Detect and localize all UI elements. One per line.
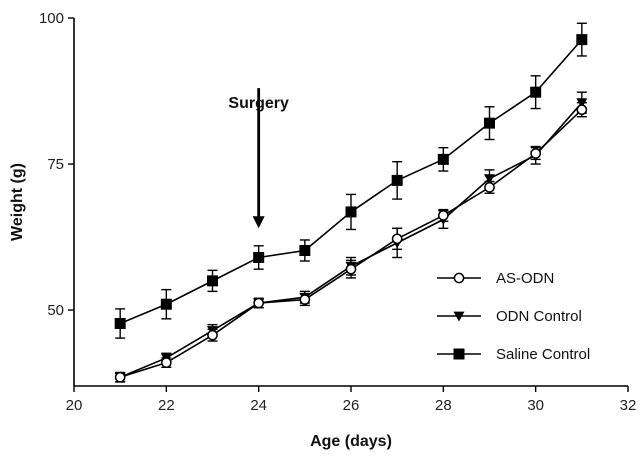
data-point xyxy=(207,329,218,341)
x-tick-label: 26 xyxy=(343,397,360,414)
legend-label: Saline Control xyxy=(496,346,590,363)
data-point xyxy=(160,357,172,368)
series-saline-control xyxy=(114,22,588,339)
x-axis-title: Age (days) xyxy=(310,433,392,450)
data-point xyxy=(484,117,495,129)
legend-marker xyxy=(453,272,465,284)
data-point xyxy=(253,251,265,263)
series-line xyxy=(119,109,583,379)
data-point xyxy=(160,298,172,310)
data-point xyxy=(253,297,265,309)
series-as-odn xyxy=(114,101,588,383)
x-tick-label: 20 xyxy=(66,397,83,414)
data-point xyxy=(114,317,126,329)
data-point xyxy=(530,86,542,98)
data-point xyxy=(345,206,357,218)
legend-marker xyxy=(453,348,465,360)
data-point xyxy=(299,294,311,305)
data-point xyxy=(391,174,403,186)
chart-axes: 20 22 24 26 28 30 32 50 75 100 xyxy=(39,10,636,414)
legend-label: AS-ODN xyxy=(496,270,554,287)
x-tick-label: 32 xyxy=(620,397,637,414)
data-point xyxy=(576,34,588,46)
data-point xyxy=(207,275,218,287)
data-point xyxy=(114,371,126,383)
x-tick-label: 28 xyxy=(435,397,452,414)
series-odn-control xyxy=(114,91,588,383)
data-point xyxy=(299,244,311,256)
data-point xyxy=(391,233,403,245)
x-tick-label: 24 xyxy=(250,397,267,414)
chart-legend: AS-ODN ODN Control Saline Control xyxy=(437,270,590,363)
y-tick-label: 100 xyxy=(39,10,64,27)
legend-item-saline-control: Saline Control xyxy=(437,346,590,363)
data-point xyxy=(437,210,449,221)
legend-item-as-odn: AS-ODN xyxy=(437,270,554,287)
legend-label: ODN Control xyxy=(496,308,582,325)
y-tick-label: 75 xyxy=(47,156,64,173)
x-tick-label: 22 xyxy=(158,397,175,414)
data-point xyxy=(484,182,495,193)
y-tick-label: 50 xyxy=(47,302,64,319)
chart-annotations: Surgery xyxy=(228,88,289,229)
chart-series xyxy=(114,22,588,383)
data-point xyxy=(437,153,449,165)
data-point xyxy=(484,174,495,185)
data-point xyxy=(530,148,542,159)
y-axis-title: Weight (g) xyxy=(9,163,26,241)
series-line xyxy=(119,102,583,378)
x-tick-label: 30 xyxy=(527,397,544,414)
data-point xyxy=(345,263,357,275)
data-point xyxy=(576,104,588,116)
legend-item-odn-control: ODN Control xyxy=(437,308,582,325)
legend-marker xyxy=(453,311,465,322)
surgery-arrow-head xyxy=(252,216,265,229)
